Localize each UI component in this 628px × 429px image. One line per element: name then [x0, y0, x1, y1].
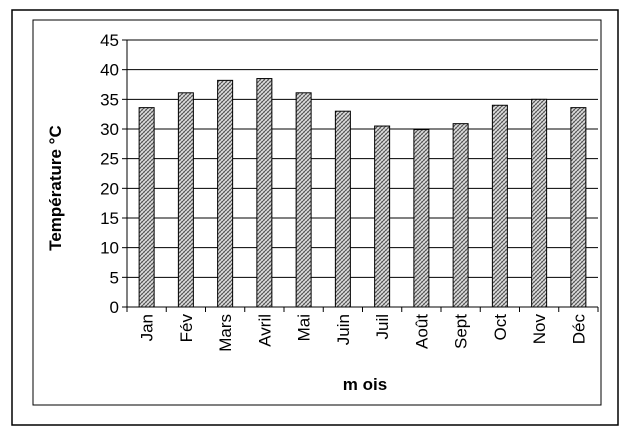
y-tick-label: 40	[100, 61, 119, 80]
bar-Juin	[334, 110, 351, 308]
bar-Avril	[256, 78, 273, 308]
bar-Nov	[531, 98, 548, 308]
x-tick-label: Août	[412, 314, 431, 349]
x-tick-label: Fév	[177, 314, 196, 343]
bar-Déc	[570, 107, 587, 308]
y-tick-label: 35	[100, 90, 119, 109]
bar-Sept	[452, 123, 469, 308]
bar-Jan	[138, 107, 155, 308]
bar-Oct	[491, 104, 508, 308]
x-tick-label: Jan	[138, 314, 157, 341]
bar-Mai	[295, 92, 312, 308]
x-tick-label: Déc	[569, 314, 588, 345]
bar-Août	[413, 129, 430, 308]
y-tick-label: 30	[100, 120, 119, 139]
x-tick-label: Sept	[452, 314, 471, 349]
gridlines	[127, 39, 598, 278]
y-tick-label: 25	[100, 150, 119, 169]
y-tick-label: 20	[100, 179, 119, 198]
chart-inner-frame	[32, 19, 602, 406]
y-tick-label: 15	[100, 209, 119, 228]
x-tick-label: Avril	[255, 314, 274, 347]
axes	[126, 40, 598, 308]
x-axis-label: m ois	[343, 375, 387, 394]
bar-Mars	[217, 79, 234, 308]
y-tick-label: 5	[110, 268, 119, 287]
x-tick-label: Oct	[491, 314, 510, 341]
y-tick-label: 45	[100, 31, 119, 50]
x-tick-label: Juin	[334, 314, 353, 345]
x-tick-label: Nov	[530, 314, 549, 345]
y-tick-label: 0	[110, 298, 119, 317]
x-tick-label: Mars	[216, 314, 235, 352]
y-axis-label: Température °C	[46, 125, 65, 251]
y-tick-label: 10	[100, 239, 119, 258]
bar-Juil	[374, 125, 391, 308]
x-tick-label: Juil	[373, 314, 392, 340]
bar-Fév	[177, 92, 194, 308]
x-tick-labels: Jan Fév Mars Avril Mai Juin Juil Août Sept Oct Nov…	[126, 307, 599, 352]
chart-outer-frame	[11, 9, 619, 426]
bars	[138, 78, 587, 308]
y-tick-labels: 0 5 10 15 20 25 30 35 40 45	[100, 31, 127, 317]
x-tick-label: Mai	[295, 314, 314, 341]
